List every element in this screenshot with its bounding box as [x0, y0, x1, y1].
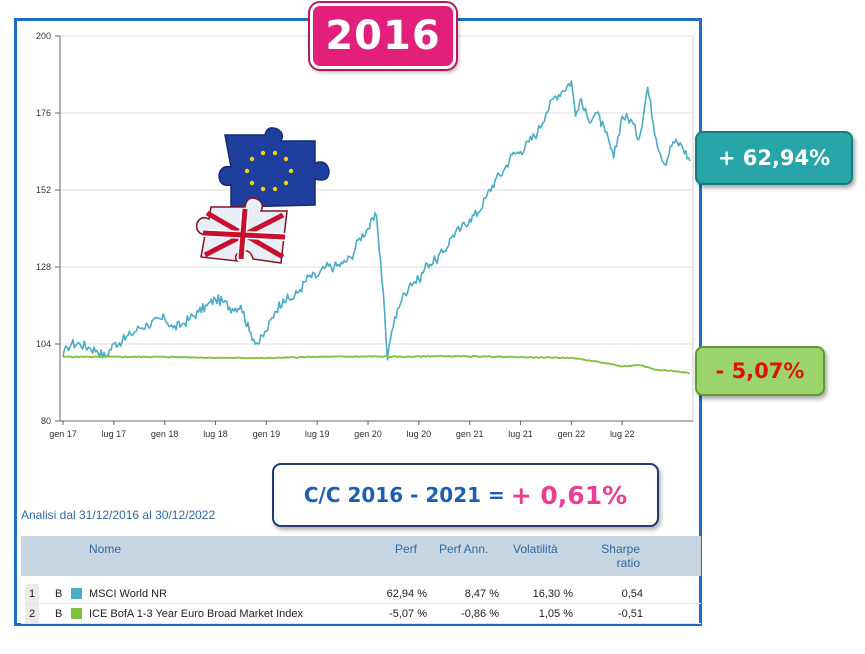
header-perf-ann: Perf Ann.: [439, 542, 489, 556]
cc-label: C/C 2016 - 2021 =: [303, 483, 505, 507]
cc-callout: C/C 2016 - 2021 = + 0,61%: [272, 463, 659, 527]
row-perf: -5,07 %: [389, 608, 427, 620]
row-perf-ann: 8,47 %: [464, 588, 499, 600]
table-header: Nome Perf Perf Ann. Volatilità Sharpe ra…: [21, 536, 701, 576]
header-perf: Perf: [395, 542, 418, 556]
y-tick-label: 152: [36, 185, 51, 195]
x-tick-label: gen 19: [253, 429, 281, 439]
x-tick-label: lug 20: [407, 429, 432, 439]
chart-frame: 80 104 128 152 176 200 gen 17 lug 17 gen 18 lug …: [14, 18, 702, 626]
cc-value: + 0,61%: [510, 480, 628, 510]
row-volatility: 16,30 %: [532, 588, 573, 600]
plot-area: [59, 35, 694, 422]
table-row: 1 B MSCI World NR 62,94 % 8,47 % 16,30 %…: [21, 584, 701, 604]
y-tick-label: 80: [41, 416, 51, 426]
row-index: 2: [25, 604, 39, 623]
x-tick-label: gen 22: [558, 429, 586, 439]
row-class: B: [55, 588, 63, 600]
header-name: Nome: [89, 542, 122, 556]
y-tick-label: 200: [36, 31, 51, 41]
year-text: 2016: [325, 13, 441, 59]
x-tick-label: gen 21: [456, 429, 484, 439]
row-perf: 62,94 %: [386, 588, 427, 600]
series-color-swatch: [71, 608, 82, 619]
x-tick-label: gen 17: [49, 429, 77, 439]
line-chart: 80 104 128 152 176 200 gen 17 lug 17 gen 18 lug …: [36, 31, 694, 439]
y-tick-label: 104: [36, 339, 51, 349]
series-color-swatch: [71, 588, 82, 599]
x-tick-label: lug 22: [610, 429, 635, 439]
msci-performance-badge: + 62,94%: [695, 131, 853, 185]
row-perf-ann: -0,86 %: [461, 608, 499, 620]
x-tick-label: lug 21: [508, 429, 533, 439]
header-volatility: Volatilità: [513, 542, 558, 556]
row-sharpe: -0,51: [617, 608, 643, 620]
row-sharpe: 0,54: [621, 588, 643, 600]
series-line-ice: [62, 354, 691, 375]
row-volatility: 1,05 %: [538, 608, 573, 620]
year-badge: 2016: [310, 3, 456, 69]
y-tick-label: 176: [36, 108, 51, 118]
row-name: MSCI World NR: [89, 588, 168, 600]
analysis-range: Analisi dal 31/12/2016 al 30/12/2022: [21, 508, 216, 522]
puzzle-illustration: [195, 127, 330, 264]
x-tick-label: gen 20: [354, 429, 382, 439]
x-tick-label: lug 17: [102, 429, 127, 439]
ice-performance-badge: - 5,07%: [695, 346, 825, 396]
y-tick-label: 128: [36, 262, 51, 272]
row-index: 1: [25, 584, 39, 603]
x-tick-label: lug 19: [305, 429, 330, 439]
x-tick-label: gen 18: [151, 429, 179, 439]
table-row: 2 B ICE BofA 1-3 Year Euro Broad Market …: [21, 604, 701, 624]
header-sharpe: Sharpe ratio: [601, 542, 640, 570]
row-class: B: [55, 608, 63, 620]
series-line-msci: [62, 80, 691, 361]
x-tick-label: lug 18: [203, 429, 228, 439]
performance-table: Nome Perf Perf Ann. Volatilità Sharpe ra…: [21, 536, 701, 624]
row-name: ICE BofA 1-3 Year Euro Broad Market Inde…: [89, 608, 304, 620]
